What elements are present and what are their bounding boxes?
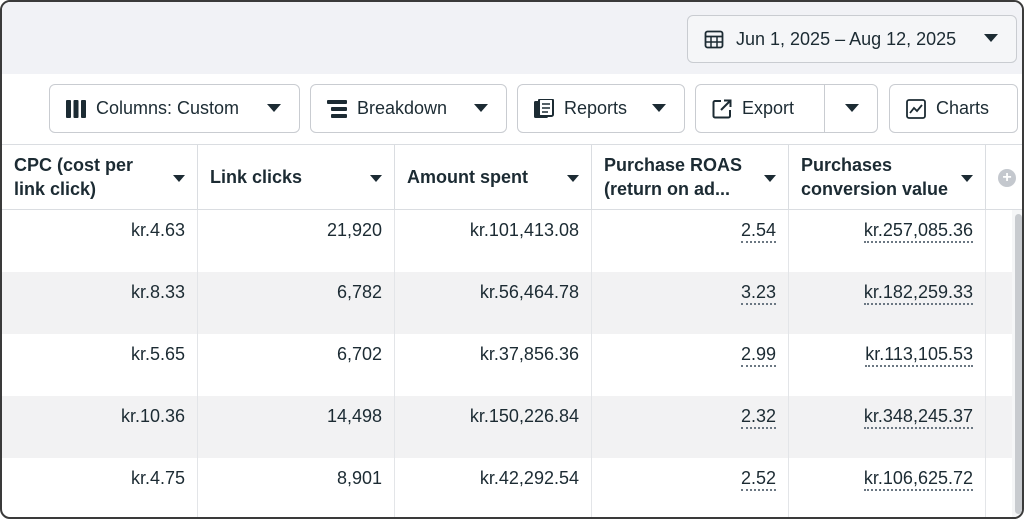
line-chart-icon (906, 98, 926, 119)
column-header-label: Purchase ROAS (return on ad... (604, 155, 743, 199)
roas-value[interactable]: 3.23 (740, 282, 776, 305)
add-column-icon[interactable]: + (998, 169, 1016, 187)
charts-button[interactable]: Charts (889, 84, 1018, 133)
cpc-cell: kr.5.65 (2, 334, 198, 396)
columns-icon (66, 99, 86, 118)
calendar-icon (704, 30, 724, 49)
date-range-label: Jun 1, 2025 – Aug 12, 2025 (736, 28, 957, 49)
cpc-cell: kr.4.63 (2, 210, 198, 272)
amount-spent-cell: kr.150,226.84 (395, 396, 592, 458)
link-clicks-cell: 6,782 (198, 272, 395, 334)
column-header-label: Link clicks (210, 167, 303, 187)
breakdown-button[interactable]: Breakdown (310, 84, 507, 133)
roas-cell[interactable]: 2.99 (592, 334, 789, 396)
column-header-label: Purchases conversion value (801, 155, 949, 199)
table-row[interactable]: kr.4.75 8,901 kr.42,292.54 2.52 kr.106,6… (2, 458, 1012, 517)
roas-cell[interactable]: 3.23 (592, 272, 789, 334)
caret-down-icon (984, 34, 998, 42)
export-icon[interactable] (712, 99, 732, 119)
export-split-button: Export (695, 84, 878, 133)
column-header-amount-spent[interactable]: Amount spent (395, 145, 592, 209)
toolbar: Columns: Custom Breakdown Reports (2, 84, 1022, 134)
table-row[interactable]: kr.10.36 14,498 kr.150,226.84 2.32 kr.34… (2, 396, 1012, 458)
columns-button[interactable]: Columns: Custom (49, 84, 300, 133)
breakdown-icon (327, 99, 347, 118)
sort-caret-icon[interactable] (567, 175, 579, 183)
conversion-value-cell[interactable]: kr.182,259.33 (789, 272, 986, 334)
conversion-value-cell[interactable]: kr.106,625.72 (789, 458, 986, 517)
conversion-value-cell[interactable]: kr.257,085.36 (789, 210, 986, 272)
vertical-scrollbar-thumb[interactable] (1015, 214, 1022, 514)
column-header-cpc[interactable]: CPC (cost per link click) (2, 145, 198, 209)
conversion-value[interactable]: kr.113,105.53 (865, 344, 973, 367)
roas-value[interactable]: 2.99 (740, 344, 776, 367)
conversion-value-cell[interactable]: kr.348,245.37 (789, 396, 986, 458)
roas-value[interactable]: 2.52 (740, 468, 776, 491)
roas-cell[interactable]: 2.32 (592, 396, 789, 458)
date-range-picker[interactable]: Jun 1, 2025 – Aug 12, 2025 (687, 15, 1017, 63)
table-row[interactable]: kr.5.65 6,702 kr.37,856.36 2.99 kr.113,1… (2, 334, 1012, 396)
amount-spent-cell: kr.37,856.36 (395, 334, 592, 396)
breakdown-label: Breakdown (357, 98, 448, 118)
amount-spent-cell: kr.56,464.78 (395, 272, 592, 334)
caret-down-icon (474, 104, 488, 112)
reports-label: Reports (564, 98, 628, 118)
charts-label: Charts (936, 98, 990, 118)
sort-caret-icon[interactable] (764, 175, 776, 183)
column-header-purchases-value[interactable]: Purchases conversion value (789, 145, 986, 209)
export-label[interactable]: Export (742, 98, 795, 118)
reports-icon (534, 98, 554, 118)
cpc-cell: kr.4.75 (2, 458, 198, 517)
table-row[interactable]: kr.8.33 6,782 kr.56,464.78 3.23 kr.182,2… (2, 272, 1012, 334)
amount-spent-cell: kr.42,292.54 (395, 458, 592, 517)
link-clicks-cell: 14,498 (198, 396, 395, 458)
column-header-label: CPC (cost per link click) (14, 155, 134, 199)
table-row[interactable]: kr.4.63 21,920 kr.101,413.08 2.54 kr.257… (2, 210, 1012, 272)
reports-button[interactable]: Reports (517, 84, 685, 133)
conversion-value-cell[interactable]: kr.113,105.53 (789, 334, 986, 396)
split-divider (824, 85, 825, 132)
columns-label: Columns: Custom (96, 98, 240, 118)
column-header-label: Amount spent (407, 167, 528, 187)
export-dropdown-caret-icon[interactable] (845, 104, 859, 113)
caret-down-icon (267, 104, 281, 112)
amount-spent-cell: kr.101,413.08 (395, 210, 592, 272)
link-clicks-cell: 6,702 (198, 334, 395, 396)
sort-caret-icon[interactable] (370, 175, 382, 183)
header-row: CPC (cost per link click) Link clicks Am… (2, 144, 1022, 210)
conversion-value[interactable]: kr.348,245.37 (863, 406, 973, 429)
caret-down-icon (652, 104, 666, 112)
conversion-value[interactable]: kr.257,085.36 (863, 220, 973, 243)
roas-value[interactable]: 2.32 (740, 406, 776, 429)
conversion-value[interactable]: kr.106,625.72 (863, 468, 973, 491)
link-clicks-cell: 21,920 (198, 210, 395, 272)
link-clicks-cell: 8,901 (198, 458, 395, 517)
cpc-cell: kr.8.33 (2, 272, 198, 334)
roas-cell[interactable]: 2.52 (592, 458, 789, 517)
conversion-value[interactable]: kr.182,259.33 (863, 282, 973, 305)
column-header-purchase-roas[interactable]: Purchase ROAS (return on ad... (592, 145, 789, 209)
sort-caret-icon[interactable] (173, 175, 185, 183)
roas-cell[interactable]: 2.54 (592, 210, 789, 272)
top-bar: Jun 1, 2025 – Aug 12, 2025 (2, 2, 1022, 74)
column-header-link-clicks[interactable]: Link clicks (198, 145, 395, 209)
roas-value[interactable]: 2.54 (740, 220, 776, 243)
sort-caret-icon[interactable] (961, 175, 973, 183)
cpc-cell: kr.10.36 (2, 396, 198, 458)
